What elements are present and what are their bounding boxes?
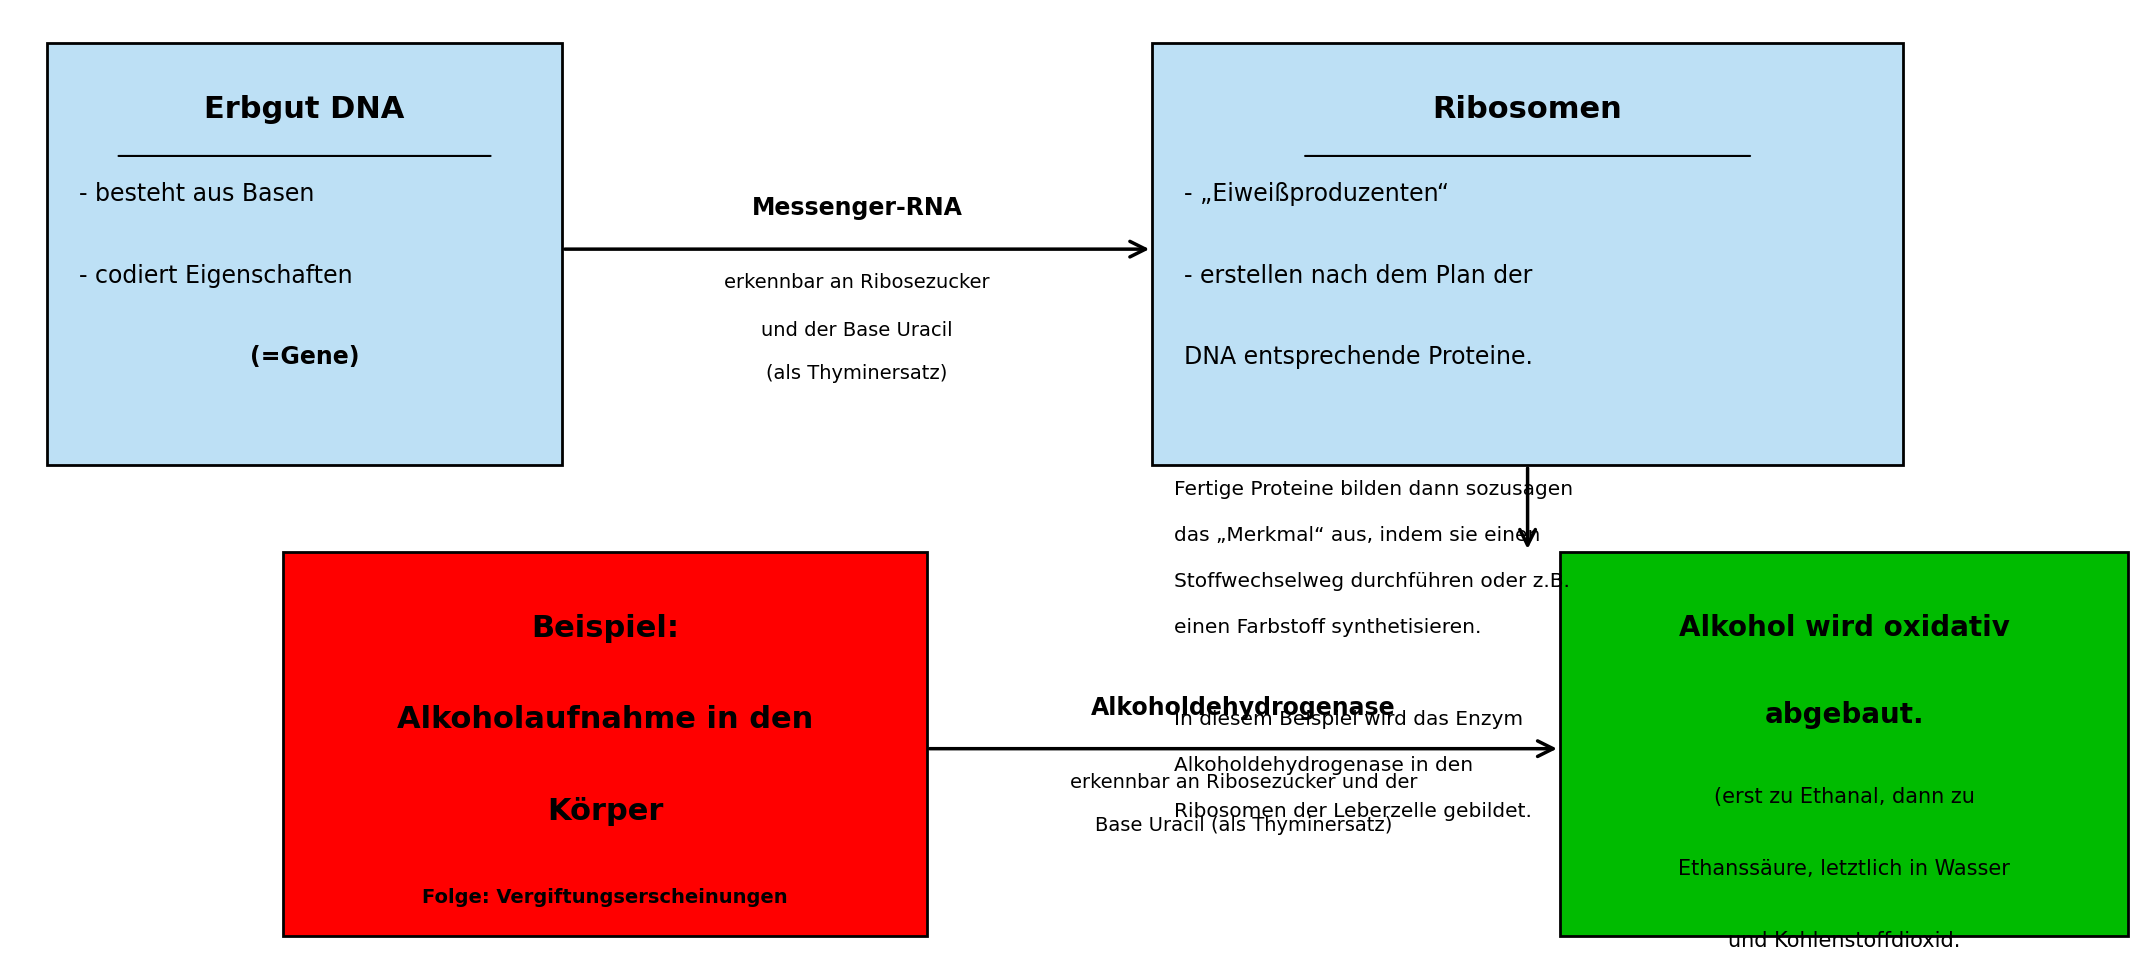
Text: (erst zu Ethanal, dann zu: (erst zu Ethanal, dann zu	[1715, 787, 1975, 807]
Text: - „Eiweißproduzenten“: - „Eiweißproduzenten“	[1185, 182, 1450, 205]
Text: Körper: Körper	[547, 797, 663, 826]
Text: Base Uracil (als Thyminersatz): Base Uracil (als Thyminersatz)	[1094, 816, 1391, 835]
Text: - erstellen nach dem Plan der: - erstellen nach dem Plan der	[1185, 264, 1534, 288]
Text: Fertige Proteine bilden dann sozusagen: Fertige Proteine bilden dann sozusagen	[1174, 480, 1572, 499]
Text: (=Gene): (=Gene)	[250, 345, 360, 369]
Text: In diesem Beispiel wird das Enzym: In diesem Beispiel wird das Enzym	[1174, 710, 1523, 730]
FancyBboxPatch shape	[47, 43, 562, 465]
FancyBboxPatch shape	[1152, 43, 1904, 465]
Text: Alkoholaufnahme in den: Alkoholaufnahme in den	[396, 705, 812, 735]
Text: einen Farbstoff synthetisieren.: einen Farbstoff synthetisieren.	[1174, 618, 1482, 637]
Text: Alkoholdehydrogenase: Alkoholdehydrogenase	[1090, 696, 1396, 720]
Text: Alkoholdehydrogenase in den: Alkoholdehydrogenase in den	[1174, 757, 1473, 775]
Text: Alkohol wird oxidativ: Alkohol wird oxidativ	[1678, 614, 2010, 642]
Text: Messenger-RNA: Messenger-RNA	[752, 197, 963, 220]
Text: erkennbar an Ribosezucker: erkennbar an Ribosezucker	[724, 273, 991, 292]
Text: (als Thyminersatz): (als Thyminersatz)	[767, 364, 948, 384]
Text: und Kohlenstoffdioxid.: und Kohlenstoffdioxid.	[1728, 931, 1960, 952]
Text: Ribosomen: Ribosomen	[1432, 95, 1622, 124]
Text: und der Base Uracil: und der Base Uracil	[760, 321, 952, 340]
Text: Ethanssäure, letztlich in Wasser: Ethanssäure, letztlich in Wasser	[1678, 860, 2010, 879]
FancyBboxPatch shape	[282, 551, 926, 936]
FancyBboxPatch shape	[1559, 551, 2128, 936]
Text: DNA entsprechende Proteine.: DNA entsprechende Proteine.	[1185, 345, 1534, 369]
Text: - besteht aus Basen: - besteht aus Basen	[80, 182, 314, 205]
Text: Folge: Vergiftungserscheinungen: Folge: Vergiftungserscheinungen	[422, 888, 788, 907]
Text: Stoffwechselweg durchführen oder z.B.: Stoffwechselweg durchführen oder z.B.	[1174, 572, 1570, 591]
Text: Erbgut DNA: Erbgut DNA	[205, 95, 405, 124]
Text: das „Merkmal“ aus, indem sie einen: das „Merkmal“ aus, indem sie einen	[1174, 526, 1540, 545]
Text: erkennbar an Ribosezucker und der: erkennbar an Ribosezucker und der	[1071, 772, 1417, 792]
Text: Beispiel:: Beispiel:	[530, 614, 679, 643]
Text: abgebaut.: abgebaut.	[1764, 701, 1924, 729]
Text: Ribosomen der Leberzelle gebildet.: Ribosomen der Leberzelle gebildet.	[1174, 802, 1531, 822]
Text: - codiert Eigenschaften: - codiert Eigenschaften	[80, 264, 353, 288]
